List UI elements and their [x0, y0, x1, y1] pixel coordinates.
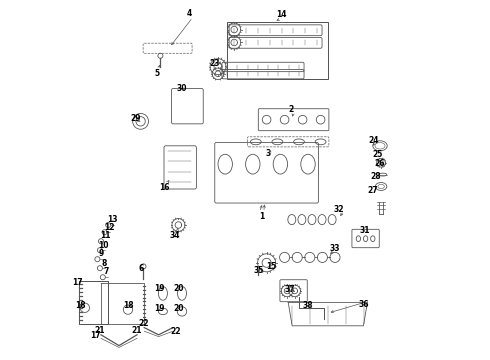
- Text: 1: 1: [260, 212, 265, 221]
- Text: 21: 21: [131, 326, 142, 335]
- Text: 33: 33: [329, 244, 340, 253]
- Text: 19: 19: [154, 305, 165, 313]
- Text: 24: 24: [368, 136, 379, 145]
- Bar: [227, 22, 328, 79]
- Text: 31: 31: [359, 226, 370, 235]
- Text: 16: 16: [159, 184, 169, 193]
- Text: 34: 34: [170, 231, 180, 240]
- Text: 28: 28: [370, 172, 381, 181]
- Text: 20: 20: [173, 305, 184, 313]
- Text: 22: 22: [138, 320, 149, 328]
- Text: 38: 38: [303, 301, 313, 310]
- Text: 36: 36: [359, 300, 369, 309]
- Text: 8: 8: [101, 259, 106, 268]
- Text: 3: 3: [266, 149, 271, 158]
- Text: 37: 37: [285, 285, 295, 294]
- Text: 2: 2: [289, 105, 294, 114]
- Text: 12: 12: [104, 223, 114, 233]
- Text: 23: 23: [209, 59, 220, 68]
- Text: 5: 5: [154, 69, 159, 78]
- Text: 21: 21: [94, 326, 104, 335]
- Text: 22: 22: [171, 328, 181, 336]
- Text: 10: 10: [98, 241, 109, 250]
- Text: 17: 17: [73, 278, 83, 287]
- Text: 29: 29: [130, 114, 141, 123]
- Text: 11: 11: [100, 231, 111, 240]
- Text: 19: 19: [154, 284, 165, 293]
- Text: 18: 18: [75, 301, 85, 310]
- Text: 13: 13: [107, 215, 118, 224]
- Text: 17: 17: [90, 331, 101, 341]
- Text: 30: 30: [177, 84, 187, 93]
- Text: 7: 7: [104, 267, 109, 276]
- Text: 18: 18: [122, 301, 133, 310]
- Text: 26: 26: [375, 159, 385, 168]
- Text: 9: 9: [99, 249, 104, 258]
- Text: 32: 32: [333, 205, 344, 214]
- Text: 14: 14: [276, 10, 286, 19]
- Text: 35: 35: [253, 266, 264, 275]
- Text: 4: 4: [187, 9, 192, 18]
- Text: 15: 15: [266, 262, 276, 271]
- Text: 25: 25: [372, 150, 383, 159]
- Text: 20: 20: [173, 284, 184, 293]
- Text: 6: 6: [139, 264, 144, 273]
- Text: 27: 27: [368, 186, 378, 195]
